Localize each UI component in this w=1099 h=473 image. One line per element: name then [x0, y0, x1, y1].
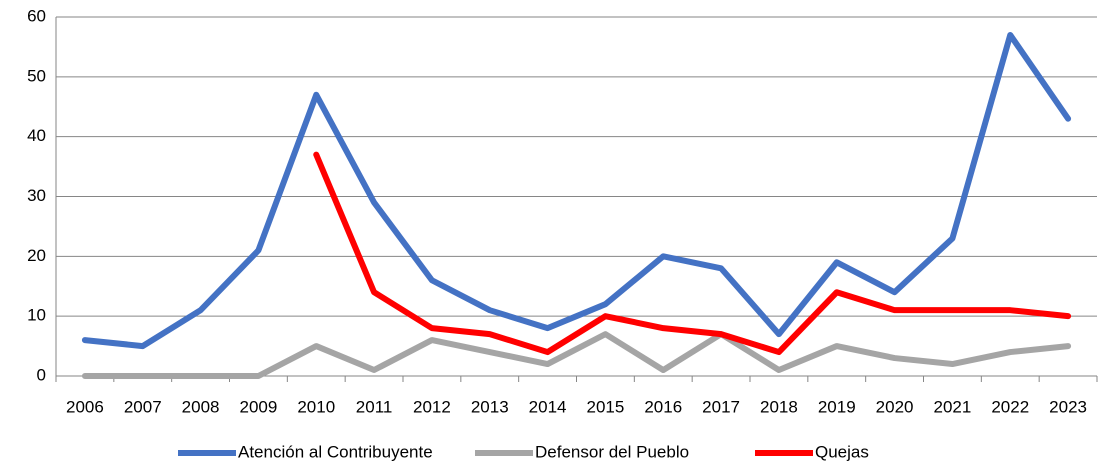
x-tick-label: 2015 [587, 397, 625, 416]
series-line [81, 331, 1072, 379]
legend-label: Defensor del Pueblo [535, 442, 689, 461]
x-tick-label: 2021 [934, 397, 972, 416]
x-tick-label: 2013 [471, 397, 509, 416]
y-tick-label: 60 [27, 6, 46, 25]
x-tick-label: 2008 [182, 397, 220, 416]
x-tick-label: 2016 [644, 397, 682, 416]
y-tick-label: 40 [27, 126, 46, 145]
x-tick-label: 2023 [1049, 397, 1087, 416]
legend-label: Quejas [815, 442, 869, 461]
x-tick-label: 2012 [413, 397, 451, 416]
x-tick-label: 2006 [66, 397, 104, 416]
y-tick-label: 10 [27, 306, 46, 325]
x-tick-label: 2011 [356, 397, 393, 416]
x-tick-label: 2017 [702, 397, 740, 416]
legend-label: Atención al Contribuyente [238, 442, 433, 461]
y-tick-label: 20 [27, 246, 46, 265]
x-tick-label: 2018 [760, 397, 798, 416]
x-tick-label: 2010 [297, 397, 335, 416]
y-tick-label: 30 [27, 186, 46, 205]
x-tick-label: 2019 [818, 397, 856, 416]
series-line [81, 31, 1072, 350]
y-tick-label: 0 [37, 365, 46, 384]
y-tick-label: 50 [27, 66, 46, 85]
x-tick-label: 2014 [529, 397, 567, 416]
x-tick-label: 2022 [991, 397, 1029, 416]
series-line [313, 151, 1072, 356]
x-tick-label: 2007 [124, 397, 162, 416]
x-tick-label: 2009 [240, 397, 278, 416]
x-tick-label: 2020 [876, 397, 914, 416]
